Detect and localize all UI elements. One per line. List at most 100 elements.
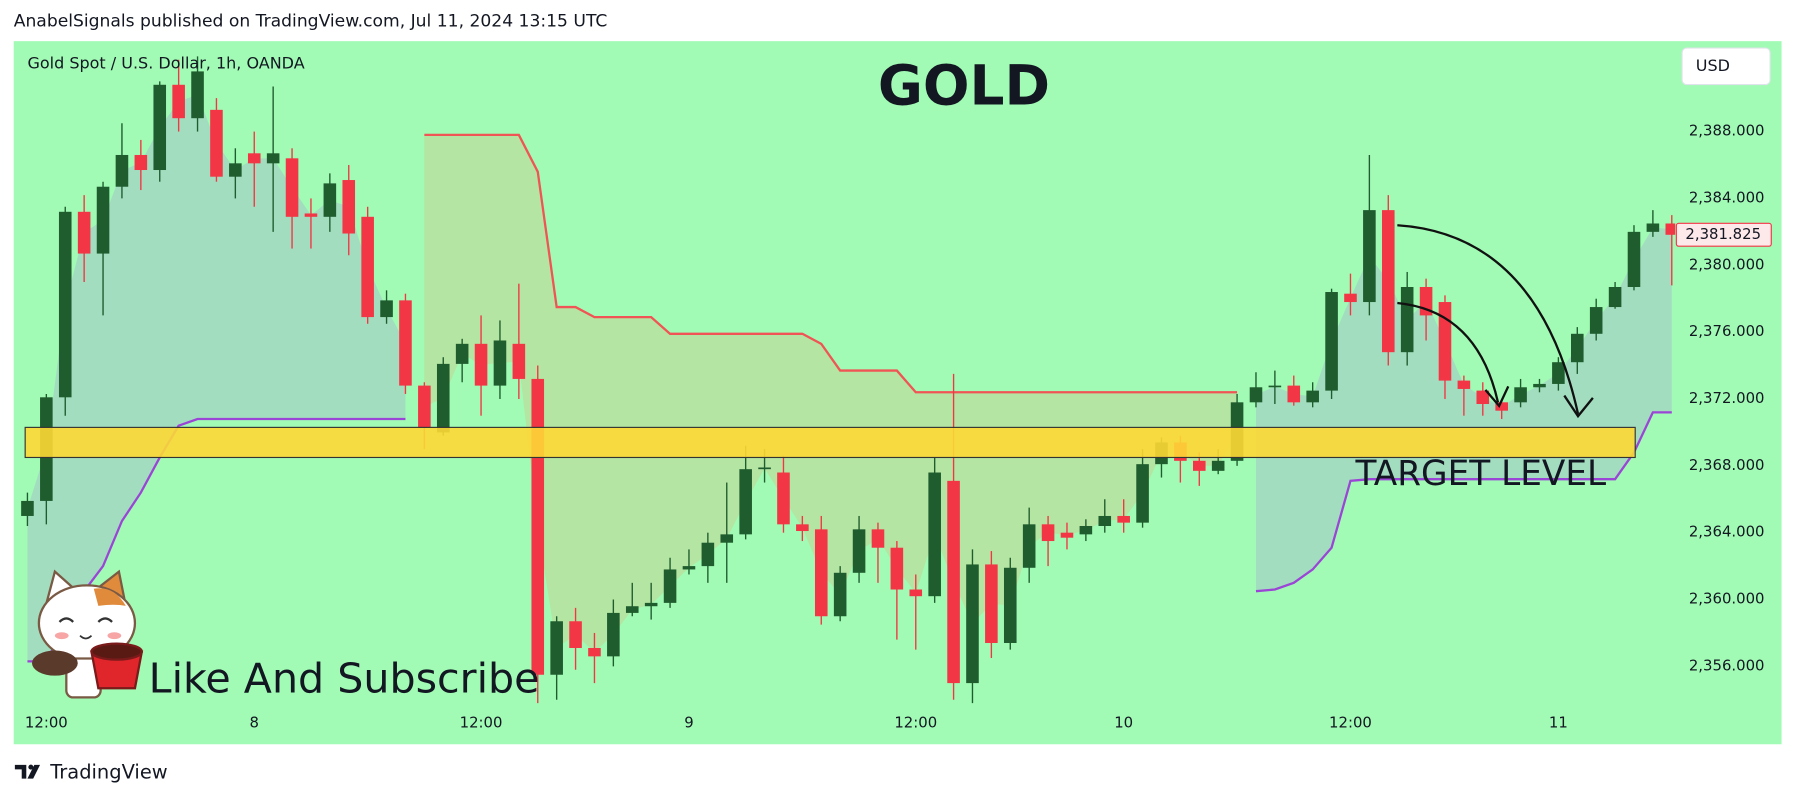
candle-body xyxy=(1079,525,1093,535)
candle-body xyxy=(229,163,242,177)
chart-title: GOLD xyxy=(878,53,1050,117)
candle-body xyxy=(493,340,507,386)
currency-label[interactable]: USD xyxy=(1696,56,1730,75)
candle-body xyxy=(890,547,904,590)
candle-body xyxy=(1060,532,1074,538)
candle-body xyxy=(285,158,299,217)
candle-body xyxy=(21,500,34,516)
candle-body xyxy=(58,211,72,398)
candle-body xyxy=(966,564,979,684)
candle-body xyxy=(682,566,696,570)
candle-body xyxy=(1552,362,1565,384)
indicator-fill xyxy=(424,134,1238,653)
candle-body xyxy=(191,71,204,119)
x-tick-label: 11 xyxy=(1549,714,1568,732)
subscribe-label: Like And Subscribe xyxy=(149,654,540,702)
candle-body xyxy=(1514,387,1527,403)
x-tick-label: 10 xyxy=(1114,714,1133,732)
candle-body xyxy=(531,378,545,675)
candle-body xyxy=(153,84,167,171)
x-tick-label: 9 xyxy=(684,714,693,732)
tradingview-logo xyxy=(14,764,41,779)
candle-body xyxy=(1627,231,1641,288)
x-tick-label: 12:00 xyxy=(25,714,68,732)
candle-body xyxy=(852,529,866,573)
candle-body xyxy=(569,621,582,649)
y-tick-label: 2,372.000 xyxy=(1689,389,1765,407)
candle-body xyxy=(380,300,393,318)
candle-body xyxy=(720,534,734,543)
x-tick-label: 12:00 xyxy=(460,714,503,732)
y-tick-label: 2,364.000 xyxy=(1689,523,1765,541)
target-level-label: TARGET LEVEL xyxy=(1354,454,1606,494)
candle-body xyxy=(342,180,356,234)
candle-body xyxy=(701,542,715,567)
arrow-head xyxy=(1563,394,1594,419)
arrow-head xyxy=(1484,385,1510,408)
x-tick-label: 12:00 xyxy=(1329,714,1372,732)
candle-body xyxy=(739,469,752,535)
candle-body xyxy=(399,300,412,386)
candle-body xyxy=(1192,460,1206,471)
candle-body xyxy=(1363,210,1376,303)
candle-body xyxy=(833,572,847,617)
candle-body xyxy=(607,612,620,657)
candle-body xyxy=(1306,390,1319,403)
y-tick-label: 2,384.000 xyxy=(1689,188,1765,206)
candle-body xyxy=(512,343,526,379)
x-tick-label: 8 xyxy=(250,714,259,732)
candle-body xyxy=(1041,524,1055,542)
candle-body xyxy=(796,524,809,532)
footer-brand: TradingView xyxy=(49,760,167,783)
candle-body xyxy=(361,216,374,318)
candle-body xyxy=(550,621,563,675)
target-zone xyxy=(24,426,1636,459)
candle-body xyxy=(644,602,658,607)
candle-body xyxy=(1438,302,1452,381)
y-tick-label: 2,356.000 xyxy=(1689,656,1765,674)
candle-body xyxy=(474,343,488,386)
candle-body xyxy=(1325,292,1338,391)
candle-body xyxy=(1665,223,1676,235)
candle-body xyxy=(134,154,148,171)
publish-header: AnabelSignals published on TradingView.c… xyxy=(14,12,608,32)
candle-body xyxy=(1211,460,1225,471)
candle-body xyxy=(1589,307,1603,334)
last-price-box xyxy=(1675,222,1772,247)
candle-body xyxy=(814,529,828,617)
candle-body xyxy=(1003,567,1017,643)
candle-body xyxy=(758,467,771,470)
symbol-title: Gold Spot / U.S. Dollar, 1h, OANDA xyxy=(27,54,304,73)
x-tick-label: 12:00 xyxy=(894,714,937,732)
candle-body xyxy=(418,385,431,428)
candle-body xyxy=(871,529,885,548)
candle-body xyxy=(436,363,450,433)
candle-body xyxy=(909,589,923,597)
candle-body xyxy=(625,606,639,613)
candle-body xyxy=(777,472,790,525)
currency-button[interactable] xyxy=(1681,47,1771,86)
candle-body xyxy=(1136,464,1149,523)
indicator-line xyxy=(27,411,1672,663)
candle-body xyxy=(1400,287,1414,353)
arrow xyxy=(1397,301,1500,403)
candle-body xyxy=(1608,287,1622,308)
candle-body xyxy=(1098,515,1112,526)
y-tick-label: 2,376.000 xyxy=(1689,322,1765,340)
candle-body xyxy=(210,109,223,177)
candle-body xyxy=(247,153,261,164)
candle-body xyxy=(663,569,677,603)
candle-body xyxy=(1022,524,1036,568)
y-tick-label: 2,380.000 xyxy=(1689,255,1765,273)
candle-body xyxy=(1344,293,1357,303)
candle-body xyxy=(77,211,91,254)
candle-body xyxy=(1533,383,1546,388)
candle-body xyxy=(1268,385,1282,388)
candle-body xyxy=(1117,515,1130,523)
arrow xyxy=(1397,224,1580,415)
candle-body xyxy=(1381,210,1395,353)
candle-body xyxy=(266,153,280,164)
cat-sticker xyxy=(32,569,144,699)
